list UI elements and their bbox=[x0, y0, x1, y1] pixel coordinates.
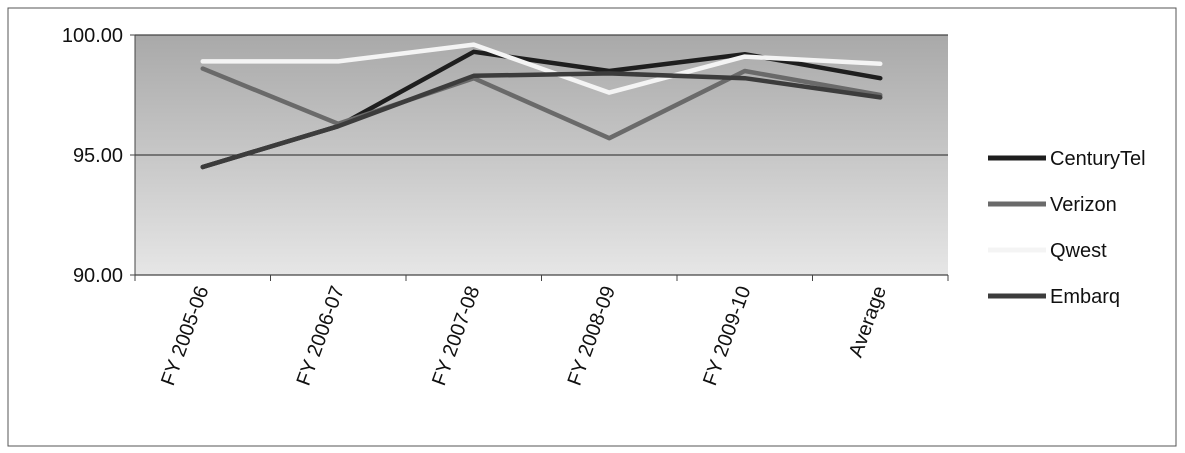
legend-label-centurytel: CenturyTel bbox=[1050, 148, 1146, 170]
legend-label-embarq: Embarq bbox=[1050, 286, 1120, 308]
series-line-verizon bbox=[200, 66, 883, 141]
y-tick-label-0: 90.00 bbox=[73, 265, 123, 287]
series-line-embarq bbox=[200, 71, 883, 170]
series-lines bbox=[200, 42, 883, 170]
legend-label-verizon: Verizon bbox=[1050, 194, 1117, 216]
legend-label-qwest: Qwest bbox=[1050, 240, 1107, 262]
legend: CenturyTel Verizon Qwest Embarq bbox=[988, 148, 1146, 308]
y-axis-ticks: 90.00 95.00 100.00 bbox=[62, 25, 135, 287]
series-line-qwest bbox=[200, 42, 883, 95]
y-tick-label-1: 95.00 bbox=[73, 145, 123, 167]
y-tick-label-2: 100.00 bbox=[62, 25, 123, 47]
